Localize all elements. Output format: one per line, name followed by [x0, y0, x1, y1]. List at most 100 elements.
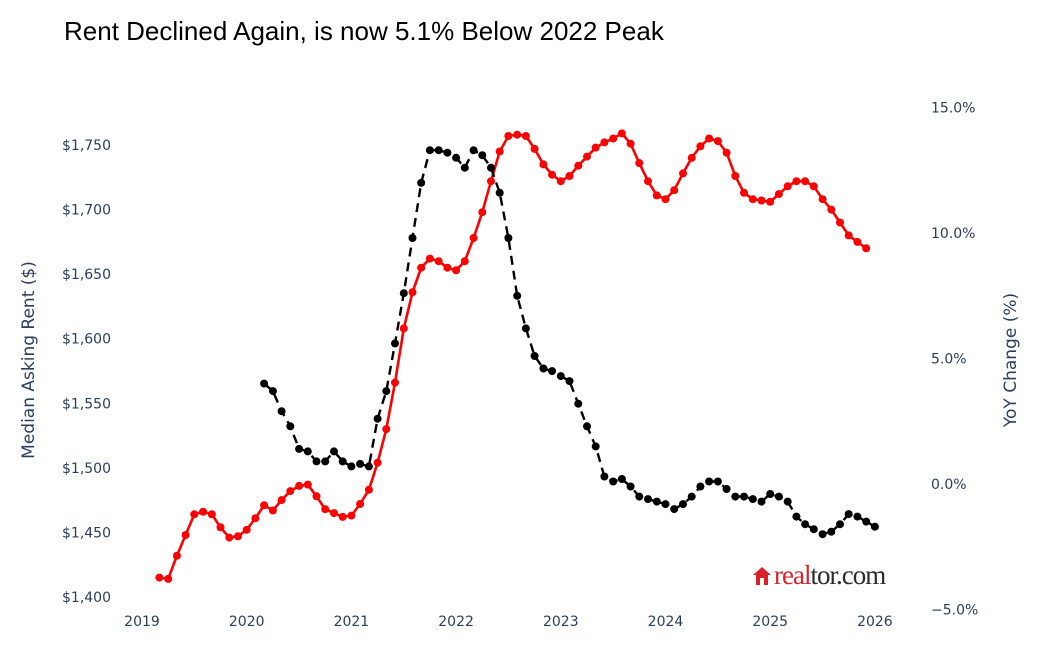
data-point [591, 143, 600, 152]
data-point [870, 522, 879, 531]
y-axis-right-title: YoY Change (%) [1001, 293, 1021, 428]
data-point [783, 182, 792, 191]
data-point [792, 512, 801, 521]
data-point [277, 407, 286, 416]
data-point [260, 501, 269, 510]
data-point [425, 254, 434, 263]
data-point [670, 505, 679, 514]
data-point [382, 387, 391, 396]
series-rent [155, 129, 871, 583]
data-point [391, 339, 399, 348]
data-point [862, 244, 871, 253]
data-point [460, 163, 469, 172]
data-point [321, 505, 330, 514]
data-point [478, 208, 487, 217]
data-point [687, 153, 696, 162]
data-point [766, 197, 775, 206]
data-point [626, 139, 635, 148]
data-point [609, 477, 618, 486]
data-point [521, 324, 530, 333]
data-point [417, 263, 426, 272]
data-point [399, 324, 408, 333]
data-point [609, 134, 618, 143]
data-point [504, 234, 513, 242]
data-point [425, 146, 434, 155]
x-tick-label: 2021 [334, 614, 370, 630]
data-point [356, 500, 365, 508]
data-point [853, 237, 862, 246]
data-point [277, 496, 286, 505]
series-yoy [260, 146, 879, 539]
data-point [556, 372, 565, 381]
data-point [617, 475, 626, 483]
x-tick-label: 2025 [752, 614, 788, 630]
data-point [844, 231, 853, 240]
y-left-tick-label: $1,650 [62, 267, 111, 283]
data-point [530, 352, 539, 360]
data-point [530, 144, 539, 153]
data-point [234, 532, 242, 541]
data-point [391, 378, 399, 387]
data-point [565, 172, 574, 180]
y-axis-right-ticks: −5.0% 0.0% 5.0% 10.0% 15.0% [931, 101, 978, 619]
data-point [478, 151, 487, 160]
data-point [635, 159, 644, 168]
x-tick-label: 2024 [648, 614, 684, 630]
data-point [862, 517, 871, 526]
data-point [818, 195, 827, 204]
house-icon [753, 567, 771, 585]
data-point [574, 399, 583, 408]
y-left-tick-label: $1,500 [62, 461, 111, 477]
y-left-tick-label: $1,750 [62, 138, 111, 154]
data-point [504, 132, 513, 140]
data-point [591, 442, 600, 451]
data-point [783, 497, 792, 506]
data-point [836, 218, 844, 227]
data-point [382, 425, 391, 434]
data-point [600, 472, 609, 481]
data-point [661, 500, 670, 509]
data-point [216, 523, 225, 532]
data-point [679, 500, 687, 509]
data-point [513, 291, 522, 300]
data-point [556, 177, 565, 186]
data-point [164, 574, 173, 583]
data-point [844, 510, 853, 519]
data-point [513, 130, 522, 139]
data-point [452, 153, 461, 162]
data-point [652, 497, 661, 506]
data-point [260, 379, 269, 388]
data-point [417, 178, 426, 187]
data-point [469, 146, 478, 155]
data-point [347, 462, 356, 471]
data-point [705, 477, 714, 486]
data-point [801, 520, 810, 529]
data-point [373, 414, 382, 423]
data-point [539, 364, 548, 373]
x-axis-ticks: 2019 2020 2021 2022 2023 2024 2025 2026 [124, 614, 893, 630]
series-line [159, 132, 867, 581]
data-point [487, 163, 495, 172]
data-point [644, 495, 652, 504]
data-point [696, 482, 705, 491]
realtor-logo: realtor.com [752, 560, 886, 591]
series-line [263, 149, 876, 536]
data-point [330, 447, 338, 456]
data-point [408, 288, 417, 297]
data-point [303, 480, 312, 489]
data-point [286, 487, 295, 496]
data-point [487, 177, 495, 186]
data-point [495, 188, 504, 197]
data-point [434, 257, 443, 266]
data-point [268, 506, 277, 515]
data-point [452, 266, 461, 275]
data-point [652, 191, 661, 200]
data-point [740, 188, 748, 197]
data-point [548, 367, 557, 376]
series-layer [155, 129, 879, 583]
data-point [330, 509, 338, 518]
data-point [740, 492, 748, 501]
data-point [766, 490, 775, 498]
y-left-tick-label: $1,700 [62, 203, 111, 219]
data-point [321, 457, 330, 466]
